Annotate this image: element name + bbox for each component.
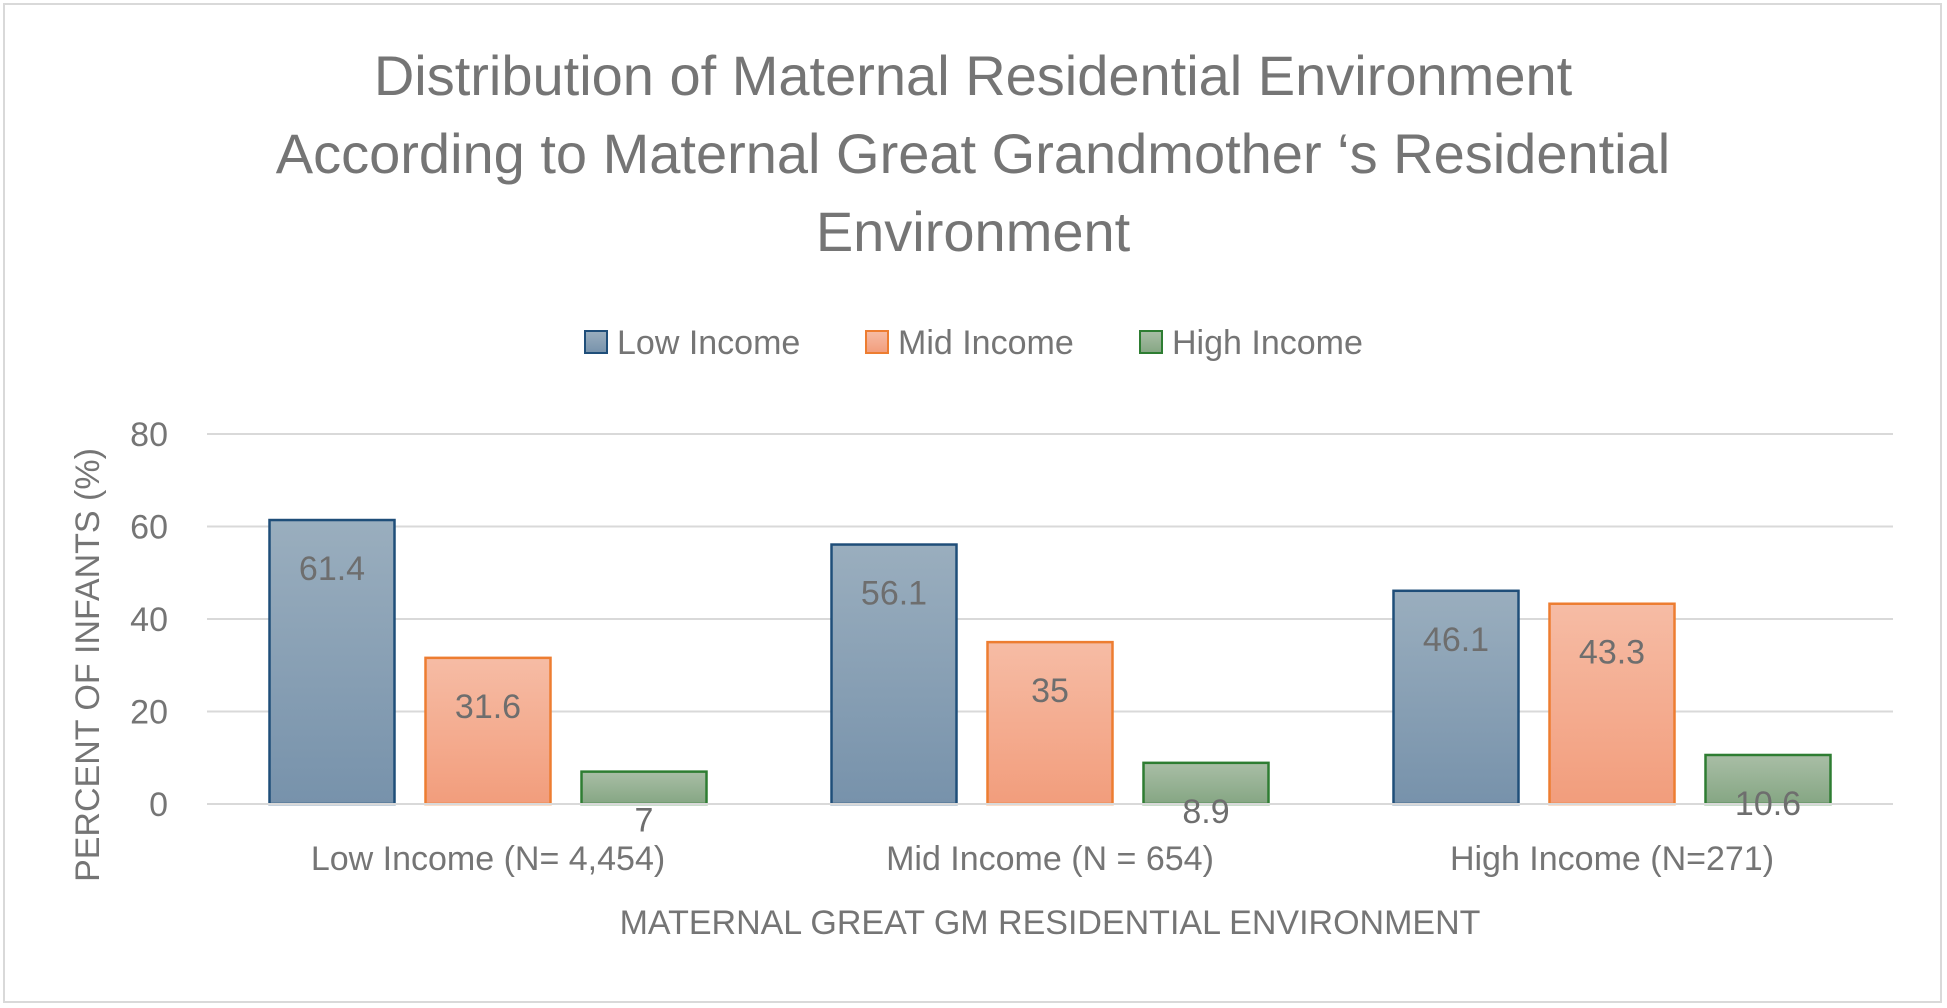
legend-label: Low Income xyxy=(617,324,800,362)
data-label: 56.1 xyxy=(861,575,927,613)
bar xyxy=(1142,761,1270,806)
y-tick-label: 40 xyxy=(130,601,168,639)
data-label: 7 xyxy=(635,802,654,840)
bar xyxy=(1548,602,1676,806)
data-label: 8.9 xyxy=(1182,793,1229,831)
x-tick-label: Low Income (N= 4,454) xyxy=(311,840,665,878)
data-label: 31.6 xyxy=(455,688,521,726)
legend-label: High Income xyxy=(1172,324,1363,362)
y-tick-label: 80 xyxy=(130,416,168,454)
legend-swatch xyxy=(865,330,889,354)
bar xyxy=(830,543,958,806)
x-axis-title: MATERNAL GREAT GM RESIDENTIAL ENVIRONMEN… xyxy=(620,904,1481,942)
chart-frame xyxy=(3,3,1942,1003)
y-axis-ticks: 0 20 40 60 80 xyxy=(130,416,168,824)
x-tick-label: Mid Income (N = 654) xyxy=(886,840,1214,878)
y-tick-label: 60 xyxy=(130,509,168,547)
data-labels: 61.4 31.6 7 56.1 35 8.9 46.1 43.3 10.6 xyxy=(299,550,1801,840)
data-label: 61.4 xyxy=(299,550,365,588)
title-line-1: Distribution of Maternal Residential Env… xyxy=(374,44,1573,107)
legend-swatch xyxy=(1139,330,1163,354)
chart-title: Distribution of Maternal Residential Env… xyxy=(276,44,1670,263)
y-tick-label: 0 xyxy=(149,786,168,824)
legend-swatch xyxy=(584,330,608,354)
bars xyxy=(207,518,1893,806)
title-line-3: Environment xyxy=(816,200,1131,263)
bar xyxy=(1704,753,1832,806)
y-tick-label: 20 xyxy=(130,694,168,732)
data-label: 43.3 xyxy=(1579,634,1645,672)
bar xyxy=(580,770,708,806)
data-label: 35 xyxy=(1031,672,1069,710)
x-axis-ticks: Low Income (N= 4,454) Mid Income (N = 654… xyxy=(311,840,1774,878)
data-label: 46.1 xyxy=(1423,621,1489,659)
data-label: 10.6 xyxy=(1735,785,1801,823)
bar xyxy=(424,656,552,806)
y-axis-title: PERCENT OF INFANTS (%) xyxy=(69,448,107,882)
legend: Low Income Mid Income High Income xyxy=(584,324,1363,362)
title-line-2: According to Maternal Great Grandmother … xyxy=(276,122,1670,185)
bar xyxy=(986,640,1114,806)
bar xyxy=(1392,589,1520,806)
legend-label: Mid Income xyxy=(898,324,1074,362)
x-tick-label: High Income (N=271) xyxy=(1450,840,1774,878)
